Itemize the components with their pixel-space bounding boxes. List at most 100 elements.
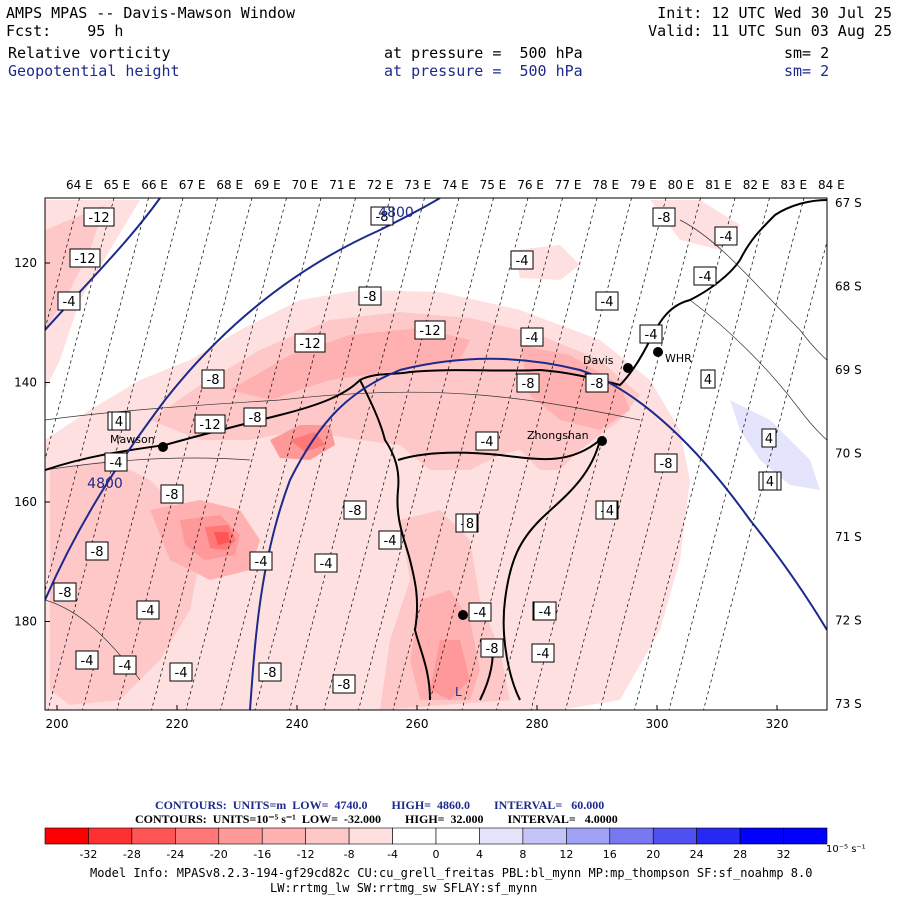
colorbar-unit: 10⁻⁵ s⁻¹ (826, 844, 866, 855)
station-dot (653, 347, 663, 357)
colorbar-tick-label: 24 (690, 848, 704, 861)
svg-text:-4: -4 (110, 456, 123, 471)
colorbar-segment (435, 827, 480, 845)
colorbar-segment (652, 827, 697, 845)
vorticity-contour-label: -4 (639, 324, 663, 344)
map-frame (44, 197, 828, 711)
plot-title: AMPS MPAS -- Davis-Mawson Window (6, 4, 295, 22)
svg-text:-4: -4 (720, 230, 733, 245)
svg-text:-8: -8 (91, 545, 104, 560)
vorticity-contour-label: 4 (111, 411, 127, 431)
longitude-grid-line (634, 198, 770, 710)
valid-time: Valid: 11 UTC Sun 03 Aug 25 (648, 22, 892, 40)
vorticity-contour-label: -4 (104, 452, 128, 472)
height-contour-label: 4800 (378, 205, 414, 221)
longitude-label: 77 E (555, 178, 582, 192)
vorticity-contour-label: -12 (83, 207, 115, 227)
vorticity-contour-label: -8 (201, 369, 225, 389)
colorbar-segment (44, 827, 89, 845)
map-plot-area: L (45, 198, 827, 710)
longitude-label: 75 E (480, 178, 507, 192)
latitude-label: 71 S (835, 530, 862, 544)
svg-text:-4: -4 (645, 328, 658, 343)
vorticity-contour-label: -4 (520, 327, 544, 347)
right-latitude-labels: 67 S 68 S 69 S 70 S 71 S 72 S 73 S (835, 196, 862, 711)
svg-text:4: 4 (704, 373, 712, 388)
colorbar-tick-label: 28 (733, 848, 747, 861)
svg-text:-8: -8 (660, 457, 673, 472)
x-tick-label: 240 (286, 717, 309, 731)
field1-smoothing: sm= 2 (784, 44, 830, 62)
svg-text:-8: -8 (349, 504, 362, 519)
model-info-line1: Model Info: MPASv8.2.3-194-gf29cd82c CU:… (90, 866, 813, 880)
colorbar-tick-label: -16 (253, 848, 271, 861)
longitude-label: 71 E (329, 178, 356, 192)
svg-text:-8: -8 (376, 210, 389, 225)
longitude-label: 68 E (216, 178, 243, 192)
station-dot (597, 436, 607, 446)
colorbar-segment (131, 827, 176, 845)
colorbar-segment (739, 827, 784, 845)
vorticity-contour-label: -12 (194, 414, 226, 434)
station-label: Zhongshan (527, 429, 589, 442)
longitude-label: 65 E (104, 178, 131, 192)
longitude-label: 73 E (404, 178, 431, 192)
longitude-grid-line (530, 198, 667, 710)
colorbar-segment (522, 827, 567, 845)
svg-text:-4: -4 (175, 666, 188, 681)
station-label: Davis (583, 354, 614, 367)
longitude-grid-line (116, 198, 253, 710)
colorbar-tick-label: -12 (297, 848, 315, 861)
station-label: Mawson (110, 433, 155, 446)
longitude-grid-line (289, 198, 425, 710)
longitude-grid-line (392, 198, 529, 710)
colorbar-segment (348, 827, 393, 845)
svg-text:-12: -12 (74, 252, 95, 267)
svg-text:-4: -4 (699, 270, 712, 285)
model-info-line2: LW:rrtmg_lw SW:rrtmg_sw SFLAY:sf_mynn (270, 881, 538, 895)
longitude-grid-line (461, 198, 598, 710)
svg-text:-4: -4 (320, 557, 333, 572)
station-dot (158, 442, 168, 452)
vorticity-contour-label: -4 (136, 600, 160, 620)
longitude-label: 76 E (517, 178, 544, 192)
colorbar-tick-label: -28 (123, 848, 141, 861)
vorticity-shading (45, 200, 820, 710)
longitude-grid-line (496, 198, 632, 710)
height-contour-info: CONTOURS: UNITS=m LOW= 4740.0 HIGH= 4860… (155, 798, 605, 812)
svg-text:-8: -8 (264, 666, 277, 681)
x-tick-label: 200 (46, 717, 69, 731)
vorticity-contour-label: 4 (602, 500, 618, 520)
height-contour-labels: 4800 4800 (87, 205, 414, 492)
latitude-label: 69 S (835, 363, 862, 377)
svg-text:-4: -4 (255, 555, 268, 570)
svg-text:4: 4 (115, 415, 123, 430)
field1-level: at pressure = 500 hPa (384, 44, 583, 62)
field2-name: Geopotential height (8, 62, 180, 80)
vorticity-contour-label: 4 (700, 369, 716, 389)
svg-text:-4: -4 (63, 295, 76, 310)
svg-text:-4: -4 (81, 654, 94, 669)
x-tick-label: 260 (406, 717, 429, 731)
vorticity-contour-label: -4 (113, 655, 137, 675)
y-tick-label: 180 (14, 615, 37, 629)
svg-text:-4: -4 (537, 647, 550, 662)
vorticity-contour-label: -4 (57, 291, 81, 311)
longitude-grid-line (82, 198, 218, 710)
vorticity-contour-label: -4 (531, 643, 555, 663)
colorbar-segment (88, 827, 133, 845)
colorbar-segment (175, 827, 220, 845)
vorticity-contour-label: -4 (378, 530, 402, 550)
colorbar-tick-label: 16 (603, 848, 617, 861)
longitude-label: 78 E (592, 178, 619, 192)
vorticity-contour-label: -8 (370, 206, 394, 226)
low-marker: L (455, 685, 462, 699)
svg-text:-4: -4 (526, 331, 539, 346)
vorticity-contour-label: -8 (358, 286, 382, 306)
colorbar-segment (218, 827, 263, 845)
colorbar-tick-label: -4 (387, 848, 398, 861)
coastline (45, 199, 827, 701)
svg-text:-4: -4 (474, 606, 487, 621)
svg-text:4: 4 (766, 475, 774, 490)
